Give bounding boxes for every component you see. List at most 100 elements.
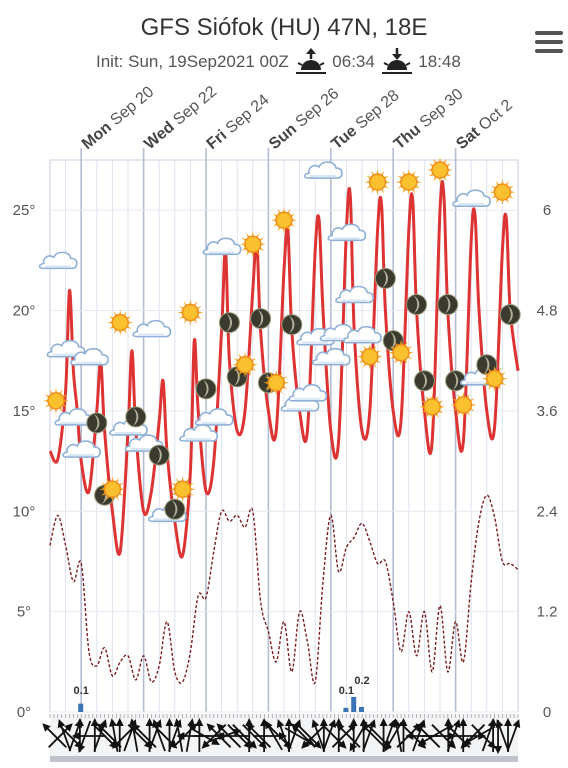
day-label: Sat Oct 2 (453, 97, 516, 154)
wind-arrow (145, 718, 154, 752)
moon-icon (125, 406, 147, 428)
y-tick-label: 20° (13, 303, 36, 320)
wind-arrow (276, 719, 291, 752)
cloud-icon (343, 325, 382, 344)
day-label-date: Sep 22 (170, 83, 220, 129)
sun-icon (107, 309, 134, 336)
y-tick-label: 0° (17, 704, 31, 721)
precip-bar (359, 706, 364, 712)
sun-icon (427, 157, 453, 184)
sun-icon (99, 476, 126, 503)
moon-icon (406, 294, 428, 316)
y-right-tick-label: 3.6 (537, 403, 558, 420)
wind-arrow (506, 719, 521, 752)
cloud-icon (304, 161, 343, 179)
sun-icon (271, 207, 297, 234)
sun-icon (356, 343, 383, 370)
y-right-tick-label: 2.4 (537, 503, 558, 520)
sunrise-time: 06:34 (332, 52, 375, 71)
wind-arrow (504, 718, 513, 752)
sunset-icon (381, 48, 412, 74)
y-tick-label: 15° (13, 403, 36, 420)
y-tick-label: 10° (13, 503, 36, 520)
day-label-date: Sep 30 (417, 86, 467, 132)
chart-title: GFS Siófok (HU) 47N, 18E (140, 14, 428, 41)
moon-icon (437, 294, 459, 316)
wind-arrow (284, 718, 293, 752)
cloud-icon (335, 285, 375, 304)
y-right-tick-label: 4.8 (537, 303, 558, 320)
cloud-icon (132, 319, 172, 338)
day-label-date: Sep 20 (107, 83, 157, 129)
moon-icon (86, 412, 108, 434)
wind-arrow (165, 718, 174, 752)
dewpoint-line (49, 494, 519, 685)
moon-icon (148, 444, 170, 466)
y-right-tick-label: 1.2 (537, 604, 558, 621)
wind-arrow (322, 719, 336, 752)
sun-icon (388, 339, 414, 366)
moon-icon (413, 370, 435, 392)
day-label-date: Sep 26 (293, 85, 343, 131)
cloud-icon (179, 424, 218, 442)
precip-bar (351, 696, 357, 712)
sun-icon (395, 169, 422, 196)
cloud-icon (62, 440, 101, 458)
wind-strip-base (50, 756, 518, 762)
day-label-date: Oct 2 (476, 97, 516, 135)
sun-icon (239, 231, 266, 258)
wind-arrow (495, 719, 510, 752)
wind-arrow (362, 719, 376, 752)
precip-label: 0.1 (339, 685, 354, 697)
init-text: Init: Sun, 19Sep2021 00Z (96, 52, 289, 71)
precip-bar (343, 707, 349, 712)
cloud-icon (46, 339, 86, 358)
sun-icon (481, 365, 508, 392)
cloud-icon (311, 347, 351, 366)
cloud-icon (38, 251, 78, 270)
cloud-icon (202, 237, 242, 256)
wind-arrow (379, 718, 388, 752)
cloud-icon (327, 223, 367, 242)
moon-icon (164, 498, 186, 520)
y-tick-label: 25° (13, 202, 36, 219)
cloud-icon (288, 384, 328, 402)
wind-arrow (392, 718, 403, 752)
sunset-time: 18:48 (418, 52, 461, 71)
moon-icon (195, 378, 217, 400)
day-label-date: Sep 28 (353, 87, 403, 133)
chart-subtitle: Init: Sun, 19Sep2021 00Z 06:34 18:48 (96, 48, 461, 76)
sun-icon (177, 299, 204, 326)
y-right-tick-label: 6 (543, 202, 551, 219)
sun-icon (450, 391, 477, 418)
moon-icon (218, 312, 240, 334)
moon-icon (250, 308, 272, 330)
cloud-icon (194, 408, 234, 426)
sun-icon (263, 369, 290, 396)
wind-arrow (115, 718, 124, 752)
cloud-icon (452, 189, 492, 207)
sunrise-icon (295, 48, 326, 74)
svg-text:Sat Oct 2: Sat Oct 2 (453, 97, 516, 154)
moon-icon (281, 314, 303, 336)
moon-icon (476, 354, 498, 376)
precip-label: 0.1 (74, 685, 89, 697)
day-label-date: Sep 24 (223, 91, 273, 137)
sun-icon (364, 169, 391, 196)
precip-label: 0.2 (354, 675, 369, 687)
cloud-icon (70, 347, 109, 366)
sun-icon (489, 179, 516, 206)
precip-bar (78, 703, 84, 712)
wind-arrow (462, 727, 493, 745)
wind-arrow (311, 719, 326, 752)
sun-icon (419, 393, 446, 420)
moon-icon (499, 304, 521, 326)
y-tick-label: 5° (17, 604, 31, 621)
wind-arrow (384, 721, 403, 752)
wind-arrow (489, 718, 498, 752)
sun-icon (43, 387, 69, 414)
y-right-tick-label: 0 (543, 704, 551, 721)
hamburger-menu-icon[interactable] (535, 31, 563, 55)
sun-icon (232, 351, 258, 378)
